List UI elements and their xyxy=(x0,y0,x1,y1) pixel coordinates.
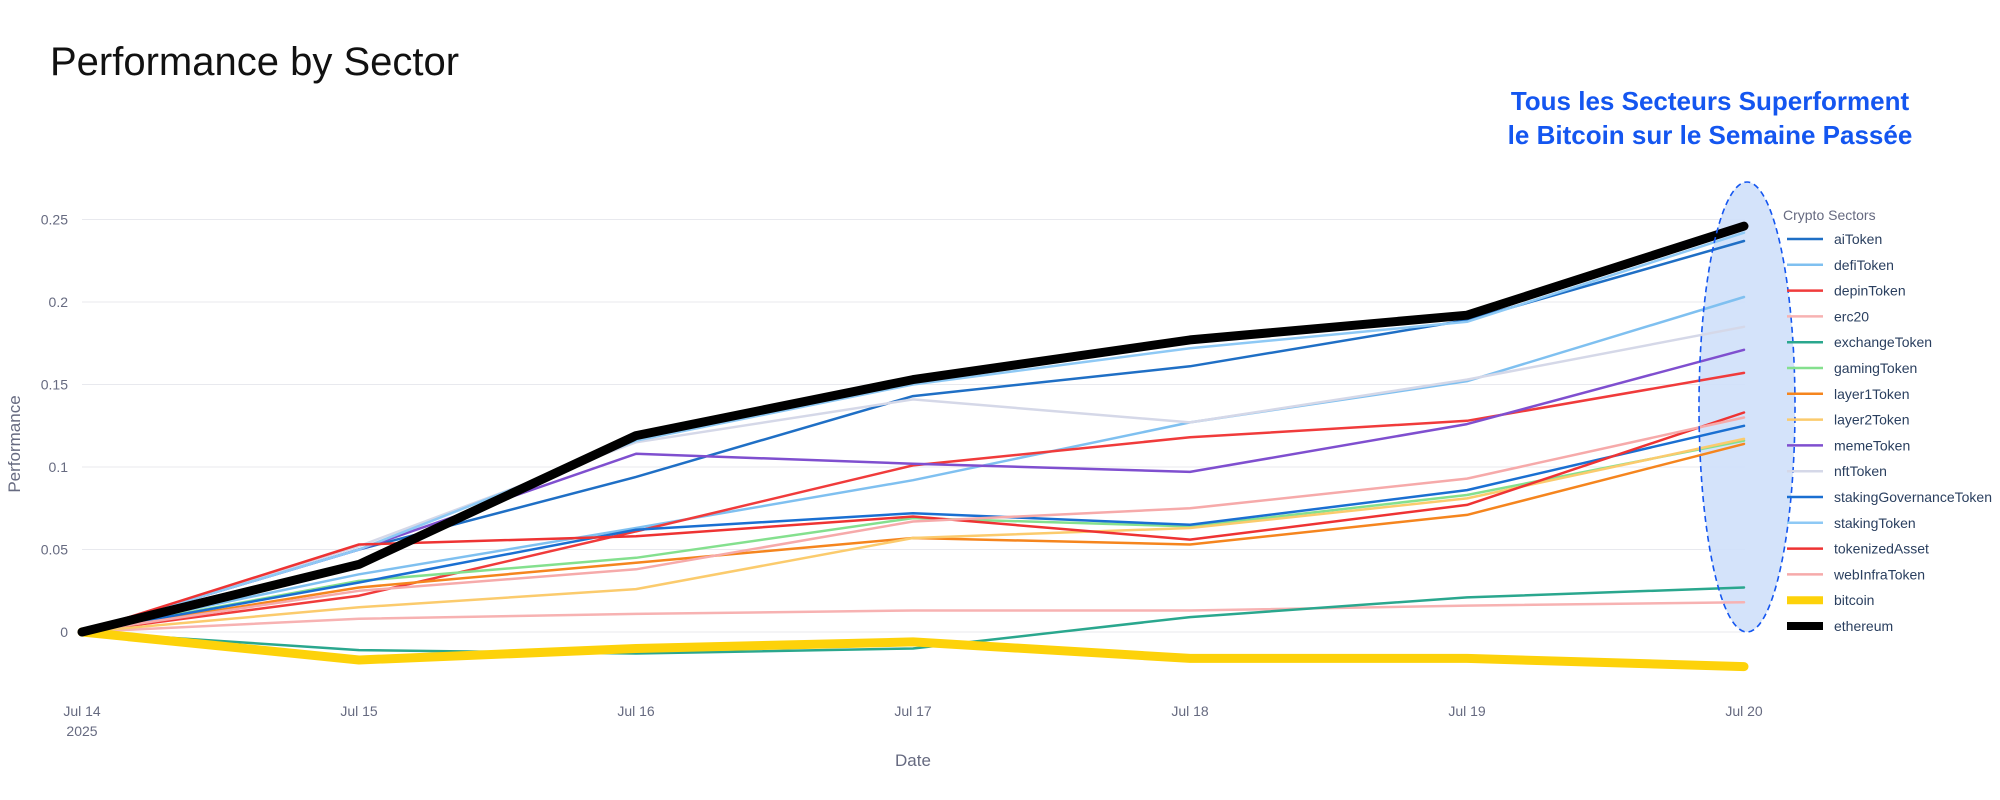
legend-label: erc20 xyxy=(1834,308,1869,324)
series-line-ethereum[interactable] xyxy=(77,221,1749,637)
legend-item-tokenizedAsset[interactable]: tokenizedAsset xyxy=(1787,541,1929,557)
series-line-bitcoin[interactable] xyxy=(77,627,1749,672)
y-tick-label: 0.05 xyxy=(41,542,68,558)
legend-item-exchangeToken[interactable]: exchangeToken xyxy=(1787,334,1932,350)
x-tick-label: Jul 17 xyxy=(894,703,932,719)
legend-item-bitcoin[interactable]: bitcoin xyxy=(1787,592,1874,608)
legend-items[interactable]: aiToken defiToken depinToken erc20 exchangeT… xyxy=(1787,231,1992,634)
legend-title: Crypto Sectors xyxy=(1783,207,1876,223)
annotation-text: Tous les Secteurs Superforment le Bitcoi… xyxy=(1470,84,1950,152)
series-line-erc20[interactable] xyxy=(80,601,1746,634)
series-line-exchangeToken[interactable] xyxy=(80,586,1746,655)
highlight-region xyxy=(1699,182,1795,632)
legend-label: layer2Token xyxy=(1834,412,1910,428)
legend-item-stakingGovernanceToken[interactable]: stakingGovernanceToken xyxy=(1787,489,1992,505)
highlight-ellipse-outline xyxy=(1698,181,1796,633)
x-tick-label: Jul 19 xyxy=(1448,703,1486,719)
series-line-defiToken[interactable] xyxy=(80,295,1746,634)
x-tick-label: Jul 14 xyxy=(63,703,101,719)
y-axis-title: Performance xyxy=(5,395,24,492)
y-tick-label: 0.25 xyxy=(41,212,68,228)
legend-label: memeToken xyxy=(1834,437,1910,453)
y-tick-label: 0 xyxy=(60,624,68,640)
legend-label: depinToken xyxy=(1834,283,1906,299)
legend-label: stakingGovernanceToken xyxy=(1834,489,1992,505)
legend-label: defiToken xyxy=(1834,257,1894,273)
series-line-layer2Token[interactable] xyxy=(80,437,1746,634)
x-tick-year: 2025 xyxy=(66,723,97,739)
series-line-nftToken[interactable] xyxy=(80,325,1746,634)
series-line-gamingToken[interactable] xyxy=(80,439,1746,634)
chart-title: Performance by Sector xyxy=(50,40,460,84)
x-tick-label: Jul 15 xyxy=(340,703,378,719)
legend-item-layer1Token[interactable]: layer1Token xyxy=(1787,386,1910,402)
legend-item-layer2Token[interactable]: layer2Token xyxy=(1787,412,1910,428)
series-line-webInfraToken[interactable] xyxy=(80,416,1746,634)
x-tick-label: Jul 18 xyxy=(1171,703,1209,719)
y-axis-ticks: 0 0.05 0.1 0.15 0.2 0.25 xyxy=(41,212,68,641)
series-lines xyxy=(77,221,1749,672)
x-tick-label: Jul 20 xyxy=(1725,703,1763,719)
y-tick-label: 0.2 xyxy=(49,294,69,310)
legend-item-gamingToken[interactable]: gamingToken xyxy=(1787,360,1917,376)
series-line-depinToken[interactable] xyxy=(80,371,1746,634)
legend-item-aiToken[interactable]: aiToken xyxy=(1787,231,1882,247)
legend-item-stakingToken[interactable]: stakingToken xyxy=(1787,515,1916,531)
legend-label: webInfraToken xyxy=(1833,566,1925,582)
x-axis-ticks: Jul 14 Jul 15 Jul 16 Jul 17 Jul 18 Jul 19 Jul … xyxy=(63,703,1763,739)
legend-label: bitcoin xyxy=(1834,592,1874,608)
legend-item-memeToken[interactable]: memeToken xyxy=(1787,437,1910,453)
legend-label: layer1Token xyxy=(1834,386,1910,402)
legend-item-erc20[interactable]: erc20 xyxy=(1787,308,1869,324)
x-axis-title: Date xyxy=(895,751,931,770)
legend-item-webInfraToken[interactable]: webInfraToken xyxy=(1787,566,1925,582)
legend-label: stakingToken xyxy=(1834,515,1916,531)
legend[interactable]: Crypto Sectors aiToken defiToken depinToke… xyxy=(1783,207,1992,634)
x-tick-label: Jul 16 xyxy=(617,703,655,719)
legend-label: ethereum xyxy=(1834,618,1893,634)
highlight-ellipse-fill xyxy=(1699,182,1795,632)
annotation-line-2: le Bitcoin sur le Semaine Passée xyxy=(1507,120,1913,150)
series-line-stakingToken[interactable] xyxy=(80,231,1746,634)
legend-label: exchangeToken xyxy=(1834,334,1932,350)
legend-item-nftToken[interactable]: nftToken xyxy=(1787,463,1887,479)
annotation-line-1: Tous les Secteurs Superforment xyxy=(1510,86,1910,116)
legend-item-ethereum[interactable]: ethereum xyxy=(1787,618,1893,634)
y-tick-label: 0.15 xyxy=(41,377,68,393)
legend-label: tokenizedAsset xyxy=(1834,541,1929,557)
legend-item-depinToken[interactable]: depinToken xyxy=(1787,283,1906,299)
series-line-stakingGovernanceToken[interactable] xyxy=(80,424,1746,634)
highlight-outline xyxy=(1698,181,1796,633)
legend-label: gamingToken xyxy=(1834,360,1917,376)
y-tick-label: 0.1 xyxy=(49,459,69,475)
legend-label: nftToken xyxy=(1834,463,1887,479)
series-line-tokenizedAsset[interactable] xyxy=(80,411,1746,634)
legend-label: aiToken xyxy=(1834,231,1882,247)
legend-item-defiToken[interactable]: defiToken xyxy=(1787,257,1894,273)
series-line-memeToken[interactable] xyxy=(80,348,1746,634)
